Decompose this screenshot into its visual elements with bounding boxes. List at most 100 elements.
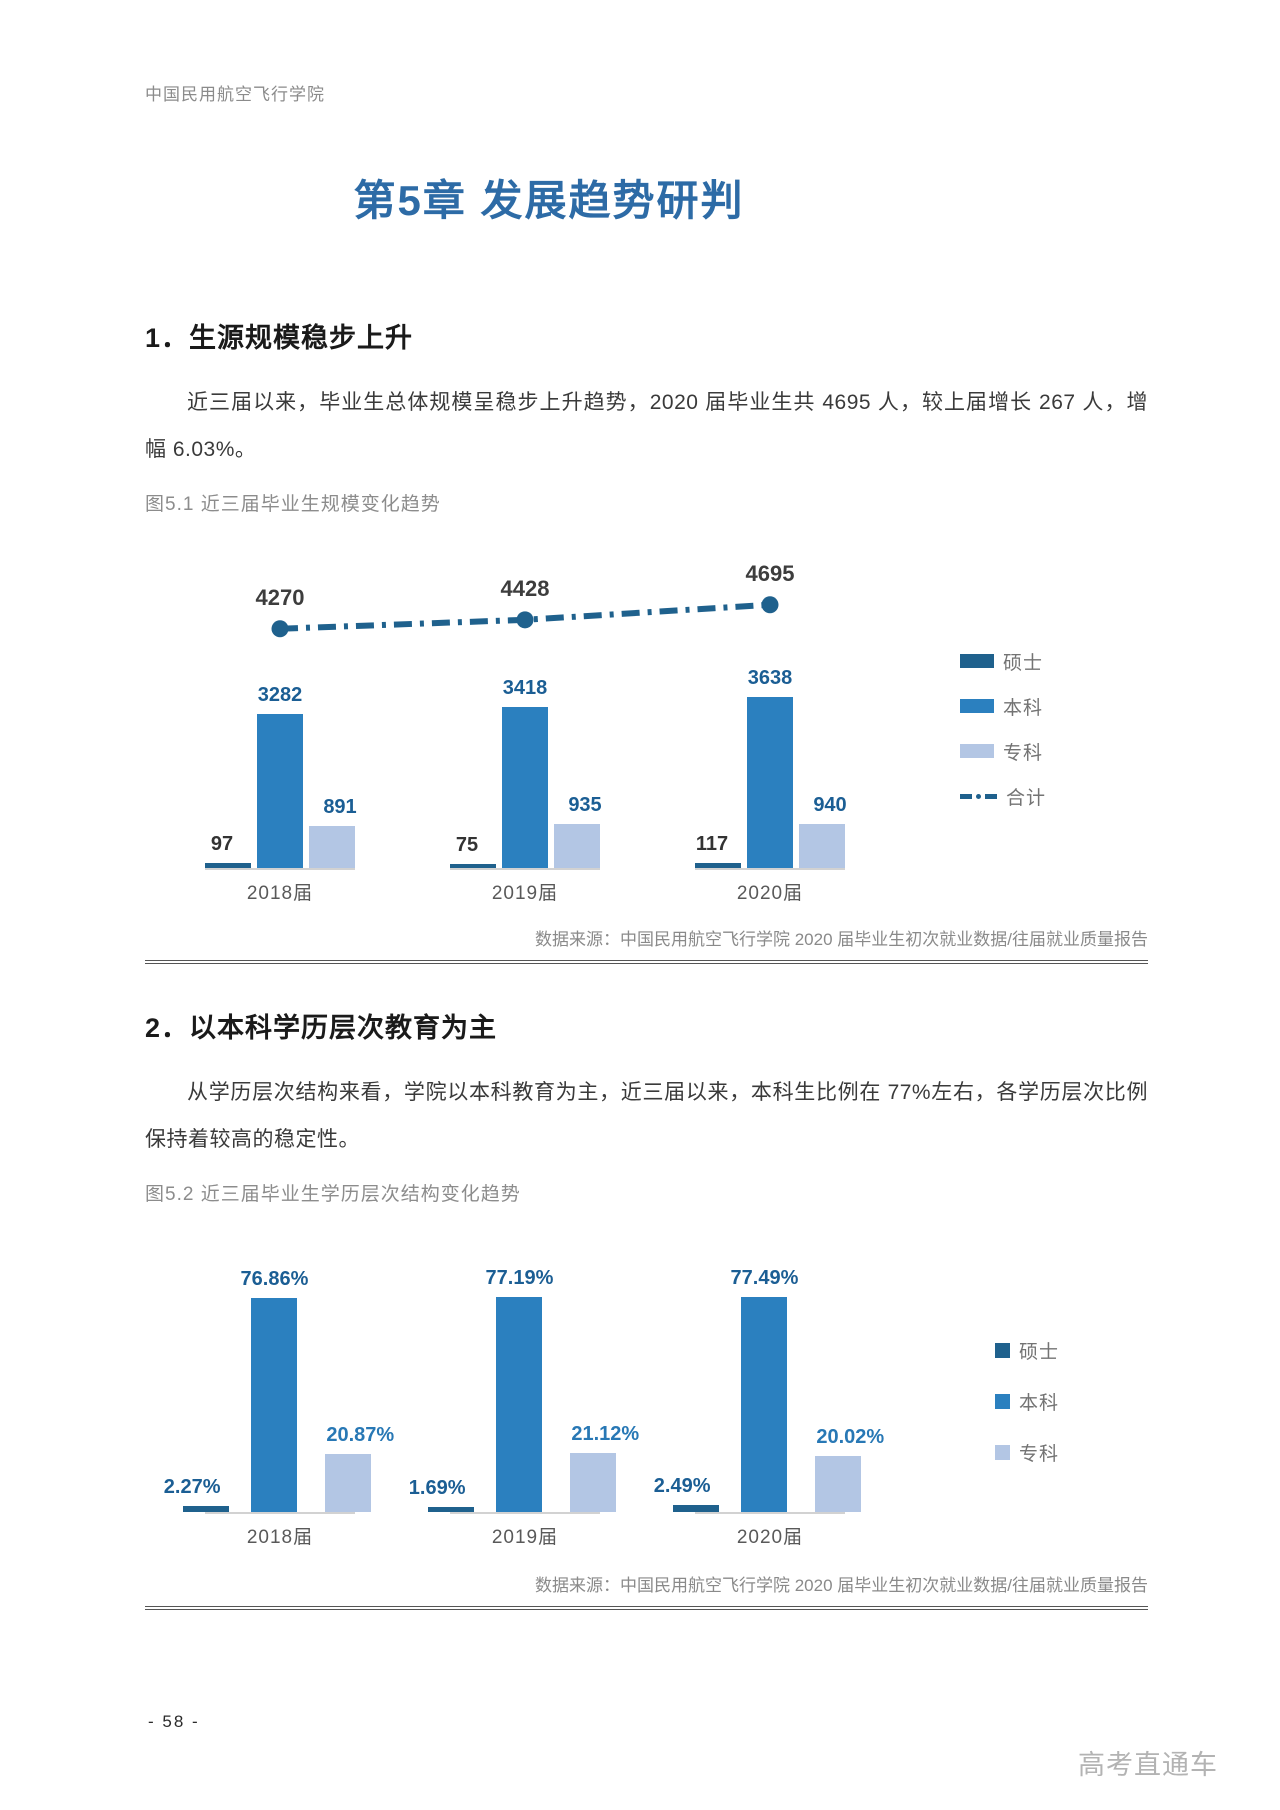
bar-rect-本科 (496, 1297, 543, 1512)
bar-rect-本科 (251, 1298, 298, 1512)
figure-5-2-chart: 2.27% 76.86% 20.87% 2018届 1.69% 77.19% 21.12% 2… (164, 1254, 1148, 1549)
bar-rect-硕士 (450, 864, 496, 868)
document-header: 中国民用航空飞行学院 (145, 85, 325, 104)
bar-本科: 77.49% (731, 1254, 798, 1512)
bar-stack: 2.49% 77.49% 20.02% (654, 1254, 884, 1514)
bar-硕士: 1.69% (409, 1254, 480, 1512)
category-label: 2020届 (736, 883, 804, 904)
bar-rect-专科 (554, 824, 600, 868)
section-1-heading: 1．生源规模稳步上升 (145, 323, 414, 353)
legend-marker-segment (976, 793, 981, 799)
legend-item-专科: 专科 (960, 738, 1046, 765)
legend-label: 本科 (1019, 1393, 1060, 1414)
bar-rect-本科 (741, 1296, 788, 1512)
bar-value-label: 3282 (257, 683, 303, 706)
bar-value-label: 20.87% (326, 1423, 395, 1446)
legend-marker (960, 699, 994, 713)
bar-value-label: 97 (210, 833, 234, 856)
bar-value-label: 935 (568, 794, 602, 817)
figure-5-2-legend: 硕士 本科 专科 (995, 1337, 1059, 1466)
bar-rect-专科 (799, 823, 845, 868)
bar-group-2018届: 97 3282 891 2018届 (205, 552, 357, 905)
watermark: 高考直通车 (1078, 1750, 1218, 1780)
legend-item-专科: 专科 (995, 1439, 1059, 1466)
bar-rect-专科 (325, 1453, 372, 1512)
bar-专科: 891 (309, 552, 357, 868)
total-value-label: 4695 (745, 560, 795, 586)
bar-硕士: 117 (695, 552, 741, 868)
bar-value-label: 2.49% (653, 1475, 711, 1498)
bar-rect-本科 (747, 697, 793, 868)
legend-marker (995, 1445, 1010, 1460)
bar-value-label: 20.02% (816, 1426, 885, 1449)
category-label: 2018届 (246, 1527, 314, 1548)
section-1: 1．生源规模稳步上升 近三届以来，毕业生总体规模呈稳步上升趋势，2020 届毕业… (145, 316, 1148, 964)
section-2-paragraph: 从学历层次结构来看，学院以本科教育为主，近三届以来，本科生比例在 77%左右，各… (145, 1081, 1148, 1151)
section-divider-2 (145, 1606, 1148, 1610)
figure-5-2-plot-area: 2.27% 76.86% 20.87% 2018届 1.69% 77.19% 21.12% 2… (164, 1254, 884, 1549)
legend-marker (960, 793, 997, 799)
figure-5-2-source: 数据来源：中国民用航空飞行学院 2020 届毕业生初次就业数据/往届就业质量报告 (535, 1576, 1148, 1595)
bar-硕士: 2.27% (164, 1254, 235, 1512)
legend-label: 硕士 (1019, 1342, 1060, 1363)
bar-group-2020届: 2.49% 77.49% 20.02% 2020届 (654, 1254, 884, 1549)
legend-label: 专科 (1003, 742, 1044, 764)
section-2: 2．以本科学历层次教育为主 从学历层次结构来看，学院以本科教育为主，近三届以来，… (145, 1006, 1148, 1610)
legend-marker (995, 1343, 1010, 1358)
bar-stack: 117 3638 940 (695, 552, 847, 870)
legend-item-合计: 合计 (960, 783, 1046, 810)
figure-5-1-legend: 硕士 本科 专科 合计 (960, 648, 1046, 810)
bar-rect-硕士 (428, 1507, 475, 1512)
bar-专科: 21.12% (559, 1254, 639, 1512)
bar-value-label: 76.86% (240, 1268, 309, 1291)
legend-marker (960, 744, 994, 758)
bar-rect-硕士 (673, 1505, 720, 1512)
bar-本科: 77.19% (485, 1254, 554, 1512)
bar-rect-硕士 (205, 863, 251, 868)
legend-marker-segment (985, 793, 997, 799)
bar-硕士: 2.49% (654, 1254, 725, 1512)
bar-专科: 20.87% (314, 1254, 394, 1512)
bar-stack: 1.69% 77.19% 21.12% (409, 1254, 639, 1514)
figure-5-1-caption: 图5.1 近三届毕业生规模变化趋势 (145, 494, 441, 515)
figure-5-2-caption: 图5.2 近三届毕业生学历层次结构变化趋势 (145, 1184, 521, 1205)
legend-label: 专科 (1019, 1444, 1060, 1465)
category-label: 2020届 (736, 1527, 804, 1548)
legend-item-本科: 本科 (960, 693, 1046, 720)
section-divider (145, 960, 1148, 964)
legend-marker (960, 654, 994, 668)
bar-rect-硕士 (183, 1505, 230, 1512)
category-label: 2019届 (491, 1527, 559, 1548)
bar-rect-专科 (815, 1456, 862, 1512)
bar-stack: 75 3418 935 (450, 552, 602, 870)
bar-value-label: 77.19% (485, 1267, 554, 1290)
page-number: - 58 - (148, 1712, 200, 1731)
bar-value-label: 21.12% (571, 1423, 640, 1446)
bar-group-2019届: 1.69% 77.19% 21.12% 2019届 (409, 1254, 639, 1549)
total-value-label: 4270 (255, 584, 305, 610)
bar-本科: 76.86% (240, 1254, 309, 1512)
bar-value-label: 940 (813, 793, 847, 816)
total-value-label: 4428 (500, 575, 550, 601)
bar-rect-本科 (257, 713, 303, 868)
figure-5-1-plot-area: 97 3282 891 2018届 75 3418 935 2019届 117 3638 940 20… (205, 552, 847, 905)
legend-marker (995, 1394, 1010, 1409)
bar-group-2018届: 2.27% 76.86% 20.87% 2018届 (164, 1254, 394, 1549)
bar-专科: 940 (799, 552, 847, 868)
page-content: 中国民用航空飞行学院 第5章 发展趋势研判 1．生源规模稳步上升 近三届以来，毕… (145, 85, 1148, 1610)
bar-rect-硕士 (695, 862, 741, 868)
bar-value-label: 1.69% (408, 1477, 466, 1500)
bar-硕士: 75 (450, 552, 496, 868)
bar-rect-专科 (309, 826, 355, 868)
bar-rect-专科 (570, 1453, 617, 1512)
legend-label: 合计 (1006, 787, 1047, 809)
section-1-paragraph: 近三届以来，毕业生总体规模呈稳步上升趋势，2020 届毕业生共 4695 人，较… (145, 391, 1148, 461)
bar-value-label: 3418 (502, 677, 548, 700)
bar-stack: 97 3282 891 (205, 552, 357, 870)
legend-marker-segment (960, 793, 972, 799)
figure-5-1-source: 数据来源：中国民用航空飞行学院 2020 届毕业生初次就业数据/往届就业质量报告 (535, 930, 1148, 949)
category-label: 2019届 (491, 883, 559, 904)
bar-group-2019届: 75 3418 935 2019届 (450, 552, 602, 905)
bar-value-label: 3638 (747, 667, 793, 690)
